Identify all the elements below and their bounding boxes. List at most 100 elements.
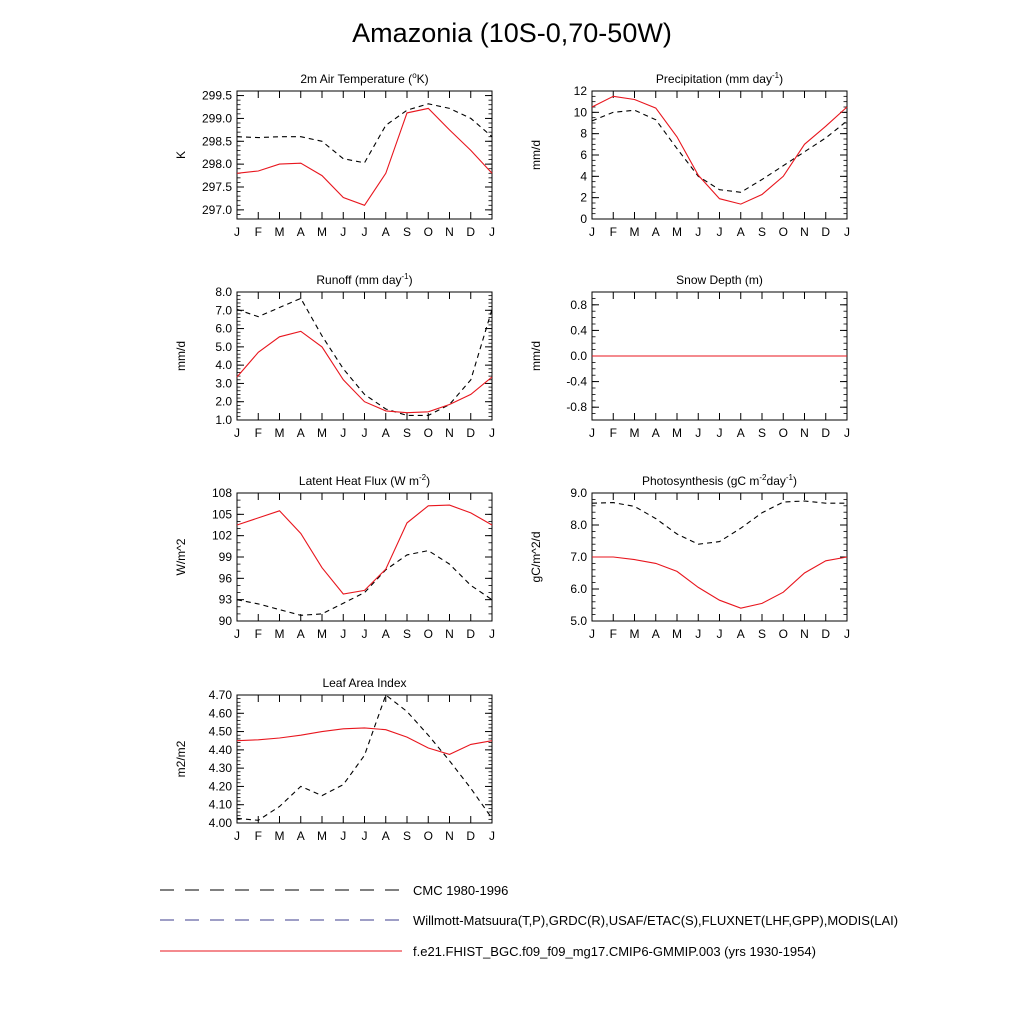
y-tick-label: 4.20 (209, 779, 233, 793)
panel-title: Precipitation (mm day-1) (656, 71, 783, 86)
x-tick-label: A (737, 225, 745, 239)
x-tick-label: J (589, 627, 595, 641)
x-tick-label: J (362, 426, 368, 440)
x-tick-label: N (445, 426, 454, 440)
y-tick-label: 297.0 (202, 203, 232, 217)
x-tick-label: D (466, 829, 475, 843)
x-tick-label: A (382, 627, 390, 641)
y-axis-label: mm/d (529, 140, 543, 170)
x-tick-label: M (630, 225, 640, 239)
x-tick-label: J (234, 225, 240, 239)
x-tick-label: S (758, 426, 766, 440)
x-tick-label: J (234, 426, 240, 440)
y-axis-label: mm/d (174, 341, 188, 371)
x-tick-label: A (382, 426, 390, 440)
x-tick-label: A (297, 829, 305, 843)
x-tick-label: D (821, 225, 830, 239)
y-tick-label: 99 (219, 550, 233, 564)
legend: CMC 1980-1996 Willmott-Matsuura(T,P),GRDC… (160, 883, 898, 959)
x-tick-label: M (317, 829, 327, 843)
x-tick-label: O (424, 829, 433, 843)
x-tick-label: S (758, 225, 766, 239)
x-tick-label: M (630, 627, 640, 641)
series-line-model (236, 330, 493, 414)
y-tick-label: 3.0 (215, 376, 232, 390)
y-tick-label: 93 (219, 593, 233, 607)
x-tick-label: O (424, 225, 433, 239)
y-tick-label: 0.4 (570, 323, 587, 337)
x-tick-label: J (717, 426, 723, 440)
x-tick-label: M (630, 426, 640, 440)
y-tick-label: 4 (580, 169, 587, 183)
x-tick-label: J (340, 627, 346, 641)
panel-title: Leaf Area Index (322, 676, 406, 690)
y-axis-label: W/m^2 (174, 538, 188, 575)
x-tick-label: M (275, 627, 285, 641)
y-tick-label: 7.0 (570, 550, 587, 564)
x-tick-label: J (844, 627, 850, 641)
y-tick-label: 4.60 (209, 706, 233, 720)
panel-title: Runoff (mm day-1) (316, 272, 412, 287)
y-tick-label: 4.00 (209, 816, 233, 830)
y-tick-label: 297.5 (202, 180, 232, 194)
panel-2: Runoff (mm day-1) mm/d 1.0 2.0 3.0 4.0 5.0 6.0 7… (174, 272, 495, 440)
x-tick-label: J (844, 225, 850, 239)
y-axis-label: gC/m^2/d (529, 532, 543, 583)
x-tick-label: A (652, 225, 660, 239)
x-tick-label: A (297, 225, 305, 239)
x-tick-label: A (737, 426, 745, 440)
x-tick-label: J (234, 627, 240, 641)
panel-4: Latent Heat Flux (W m-2) W/m^2 90 93 96 99 102… (174, 473, 495, 641)
y-tick-label: 10 (574, 105, 588, 119)
y-tick-label: 4.10 (209, 798, 233, 812)
x-tick-label: J (362, 225, 368, 239)
y-tick-label: 0 (580, 212, 587, 226)
x-tick-label: D (466, 426, 475, 440)
series-line-model (236, 727, 493, 755)
x-tick-label: F (255, 426, 262, 440)
y-tick-label: 4.70 (209, 688, 233, 702)
x-tick-label: J (489, 829, 495, 843)
series-line-obs (236, 297, 493, 416)
y-tick-label: 2.0 (215, 395, 232, 409)
x-tick-label: N (800, 225, 809, 239)
x-tick-label: F (610, 225, 617, 239)
x-tick-label: A (297, 426, 305, 440)
plot-frame (236, 694, 493, 824)
x-tick-label: J (717, 225, 723, 239)
x-tick-label: F (610, 627, 617, 641)
x-tick-label: D (821, 627, 830, 641)
y-tick-label: 6.0 (570, 582, 587, 596)
main-title: Amazonia (10S-0,70-50W) (352, 18, 672, 48)
x-tick-label: J (844, 426, 850, 440)
y-tick-label: 2 (580, 191, 587, 205)
panel-title: 2m Air Temperature (oK) (300, 71, 428, 86)
y-tick-label: 102 (212, 529, 232, 543)
x-tick-label: J (695, 627, 701, 641)
x-tick-label: J (362, 829, 368, 843)
x-tick-label: M (275, 225, 285, 239)
panel-title: Snow Depth (m) (676, 273, 763, 287)
panel-6: Leaf Area Index m2/m2 4.00 4.10 4.20 4.30 4.40… (174, 676, 495, 843)
plot-frame (236, 291, 493, 421)
y-tick-label: 6.0 (215, 322, 232, 336)
y-tick-label: 4.40 (209, 743, 233, 757)
series-line-obs (236, 103, 493, 164)
x-tick-label: M (275, 829, 285, 843)
series-line-model (591, 95, 848, 205)
x-tick-label: A (652, 627, 660, 641)
y-tick-label: 0.0 (570, 349, 587, 363)
x-tick-label: M (317, 426, 327, 440)
panel-5: Photosynthesis (gC m-2day-1) gC/m^2/d 5.0 6… (529, 473, 850, 641)
y-tick-label: 12 (574, 84, 588, 98)
x-tick-label: S (403, 426, 411, 440)
series-line-obs (591, 500, 847, 545)
legend-label-1: Willmott-Matsuura(T,P),GRDC(R),USAF/ETAC… (413, 913, 898, 928)
x-tick-label: D (466, 627, 475, 641)
x-tick-label: N (800, 426, 809, 440)
x-tick-label: M (672, 627, 682, 641)
panel-title: Photosynthesis (gC m-2day-1) (642, 473, 797, 488)
x-tick-label: J (589, 426, 595, 440)
x-tick-label: O (779, 225, 788, 239)
